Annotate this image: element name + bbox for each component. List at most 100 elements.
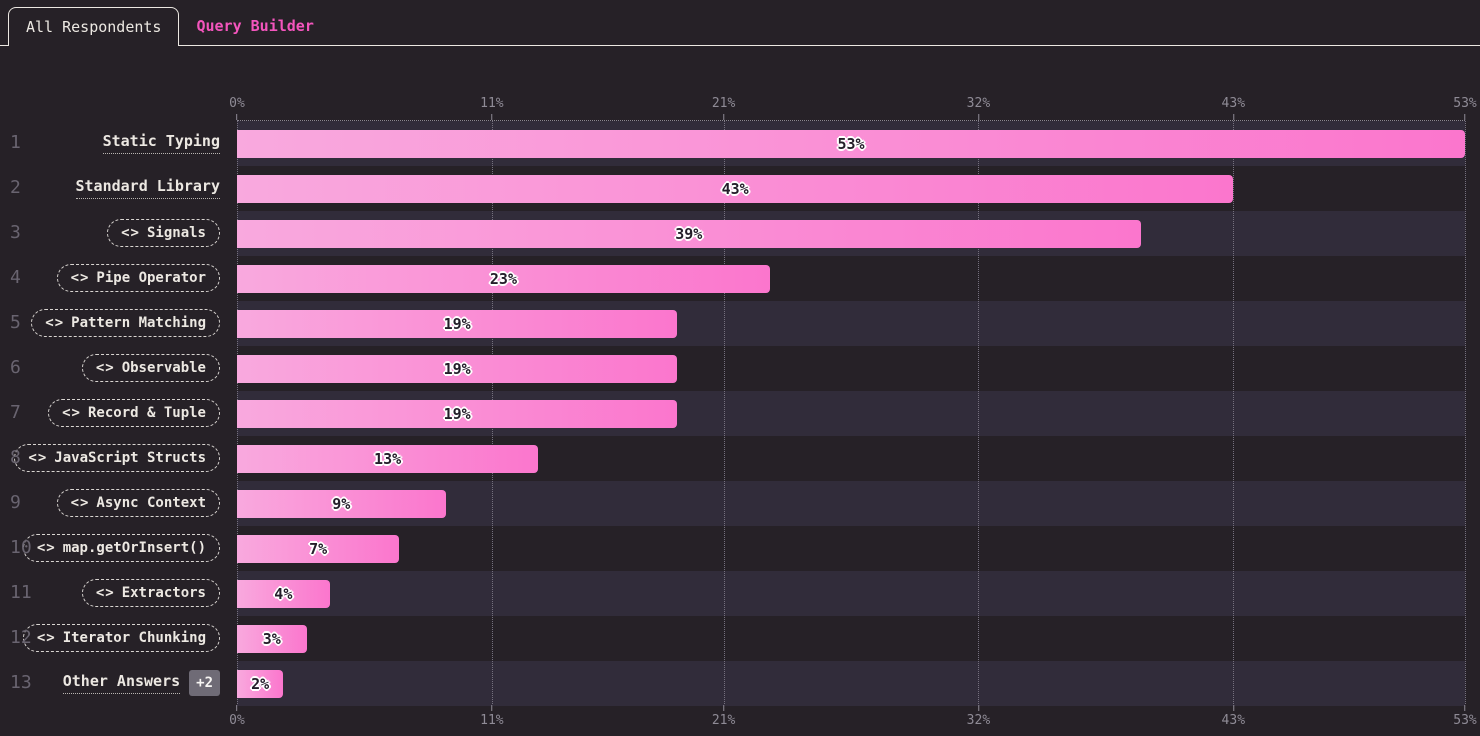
bar-value-label: 39% <box>675 224 703 243</box>
tick-label: 11% <box>480 96 504 112</box>
bar-value-label: 3% <box>262 629 281 648</box>
feature-label-pill[interactable]: <> Record & Tuple <box>48 398 220 427</box>
row-rank: 9 <box>10 492 21 513</box>
bar-value-label: 19% <box>443 359 471 378</box>
code-icon: <> <box>62 404 81 421</box>
tick-mark <box>723 705 725 711</box>
code-icon: <> <box>28 449 48 466</box>
feature-label: Signals <box>146 224 206 241</box>
axis-tick: 43% <box>1222 96 1245 120</box>
feature-label-pill[interactable]: <> Iterator Chunking <box>22 623 220 652</box>
plot-area: 53% 43% 39% 23% 19% 19% 19% 13% 9% 7% 4% 3% 2% <box>237 120 1466 706</box>
bar-value-label: 7% <box>309 539 328 558</box>
bar[interactable]: 13% <box>237 444 539 473</box>
bar[interactable]: 4% <box>237 579 330 608</box>
tick-label: 53% <box>1453 96 1477 112</box>
bar[interactable]: 9% <box>237 489 446 518</box>
feature-label-pill[interactable]: <> Observable <box>81 353 220 382</box>
bar-row: 23% <box>237 256 1465 301</box>
bar-rows: 53% 43% 39% 23% 19% 19% 19% 13% 9% 7% 4% 3% 2% <box>237 121 1465 706</box>
bar-value-label: 23% <box>489 269 517 288</box>
bar[interactable]: 3% <box>237 624 307 653</box>
code-icon: <> <box>121 224 140 241</box>
row-rank: 5 <box>10 312 21 333</box>
feature-label-pill[interactable]: <> Pipe Operator <box>56 263 220 292</box>
code-icon: <> <box>36 539 56 556</box>
more-answers-badge[interactable]: +2 <box>189 669 220 696</box>
feature-label: map.getOrInsert() <box>62 539 206 556</box>
tick-label: 0% <box>229 713 245 728</box>
row-label: 5 <> Pattern Matching <box>0 300 237 345</box>
row-rank: 1 <box>10 132 21 153</box>
row-label: 1 Static Typing <box>0 120 237 165</box>
tick-label: 32% <box>966 96 991 112</box>
row-label: 10 <> map.getOrInsert() <box>0 525 237 570</box>
feature-label[interactable]: Static Typing <box>102 132 220 154</box>
row-label: 13 Other Answers +2 <box>0 660 237 705</box>
feature-label[interactable]: Other Answers <box>62 672 181 694</box>
tick-label: 11% <box>480 713 504 728</box>
code-icon: <> <box>95 359 115 376</box>
bar[interactable]: 39% <box>237 219 1141 248</box>
tick-mark <box>1232 114 1234 120</box>
feature-label: JavaScript Structs <box>54 449 206 466</box>
axis-tick: 32% <box>967 96 990 120</box>
tab-query-builder[interactable]: Query Builder <box>196 16 314 35</box>
bar[interactable]: 2% <box>237 669 284 698</box>
tick-mark <box>977 114 979 120</box>
row-label: 6 <> Observable <box>0 345 237 390</box>
tab-bar: All Respondents Query Builder <box>0 0 1480 46</box>
x-axis-bottom: 0% 11% 21% 32% 43% 53% <box>229 705 1477 731</box>
bar-row: 43% <box>237 166 1465 211</box>
axis-tick: 21% <box>712 705 735 729</box>
tick-label: 53% <box>1453 713 1477 728</box>
tick-mark <box>1232 705 1234 711</box>
feature-label-pill[interactable]: <> Signals <box>107 218 220 247</box>
tick-mark <box>1464 705 1466 711</box>
bar[interactable]: 19% <box>237 354 678 383</box>
bar-value-label: 43% <box>721 179 749 198</box>
axis-tick: 0% <box>229 705 245 729</box>
bar-row: 13% <box>237 436 1465 481</box>
feature-label-pill[interactable]: <> Pattern Matching <box>31 308 220 337</box>
feature-label-pill[interactable]: <> map.getOrInsert() <box>22 533 220 562</box>
feature-label: Extractors <box>121 584 206 601</box>
bar[interactable]: 23% <box>237 264 770 293</box>
bar-row: 7% <box>237 526 1465 571</box>
bar-value-label: 19% <box>443 404 471 423</box>
bar-value-label: 19% <box>443 314 471 333</box>
feature-label-pill[interactable]: <> JavaScript Structs <box>14 443 220 472</box>
row-labels-column: 1 Static Typing 2 Standard Library 3 <> Signal… <box>0 120 237 705</box>
feature-label-pill[interactable]: <> Extractors <box>81 578 220 607</box>
code-icon: <> <box>70 269 90 286</box>
bar[interactable]: 19% <box>237 399 678 428</box>
feature-label[interactable]: Standard Library <box>75 177 220 199</box>
feature-label: Async Context <box>96 494 206 511</box>
bar-value-label: 53% <box>837 134 865 153</box>
bar[interactable]: 43% <box>237 174 1234 203</box>
bar[interactable]: 53% <box>237 129 1465 158</box>
feature-label: Record & Tuple <box>87 404 206 421</box>
bar-value-label: 13% <box>374 449 402 468</box>
bar[interactable]: 19% <box>237 309 678 338</box>
bar-row: 19% <box>237 346 1465 391</box>
bar[interactable]: 7% <box>237 534 400 563</box>
code-icon: <> <box>36 629 56 646</box>
gridline <box>1465 121 1466 704</box>
tick-mark <box>1464 114 1466 120</box>
code-icon: <> <box>95 584 115 601</box>
row-rank: 10 <box>10 537 32 558</box>
feature-label-pill[interactable]: <> Async Context <box>56 488 220 517</box>
tick-label: 21% <box>711 96 736 112</box>
tab-all-respondents[interactable]: All Respondents <box>8 7 180 46</box>
row-label: 12 <> Iterator Chunking <box>0 615 237 660</box>
tick-mark <box>491 705 493 711</box>
bar-row: 2% <box>237 661 1465 706</box>
code-icon: <> <box>70 494 90 511</box>
axis-tick: 11% <box>480 96 504 120</box>
row-label: 9 <> Async Context <box>0 480 237 525</box>
tick-mark <box>977 705 979 711</box>
tick-mark <box>723 114 725 120</box>
axis-tick: 0% <box>229 96 245 120</box>
code-icon: <> <box>45 314 65 331</box>
